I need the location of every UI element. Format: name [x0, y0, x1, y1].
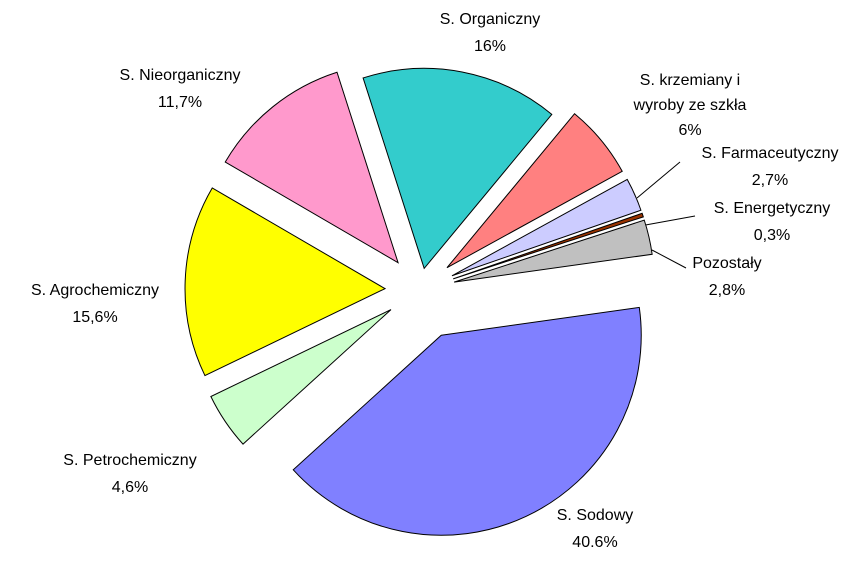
pie-slice	[362, 67, 553, 270]
pie-slice	[451, 178, 642, 277]
slice-name: S. Organiczny	[439, 11, 541, 28]
pie-slice	[210, 309, 392, 445]
slice-name: S. Petrochemiczny	[63, 452, 197, 469]
slice-value: 0,3%	[753, 227, 791, 244]
slice-value: 4,6%	[111, 479, 149, 496]
slice-label: S. Energetyczny 0,3%	[714, 195, 831, 249]
slice-value: 6%	[678, 122, 702, 139]
slice-name: S. Nieorganiczny	[119, 67, 241, 84]
slice-value: 15,6%	[72, 309, 118, 326]
slice-label: S. Agrochemiczny 15,6%	[31, 277, 159, 331]
slice-name: S. Agrochemiczny	[30, 282, 160, 299]
slice-label: S. Farmaceutyczny 2,7%	[702, 140, 839, 194]
pie-slice	[224, 71, 399, 264]
leader-line	[639, 215, 696, 227]
slice-value: 16%	[473, 38, 507, 55]
slice-value: 2,7%	[751, 172, 789, 189]
slice-name: S. krzemiany i wyroby ze szkła	[633, 72, 747, 114]
leader-line	[636, 161, 681, 199]
slice-label: S. krzemiany i wyroby ze szkła 6%	[620, 68, 760, 143]
slice-name: S. Farmaceutyczny	[701, 145, 839, 162]
slice-label: S. Nieorganiczny 11,7%	[120, 62, 241, 116]
slice-value: 2,8%	[708, 282, 746, 299]
pie-slice	[453, 212, 644, 280]
pie-slice	[453, 219, 653, 283]
slice-name: Pozostały	[692, 255, 762, 272]
slice-label: S. Sodowy 40.6%	[557, 502, 633, 556]
pie-slice	[184, 187, 387, 377]
leader-line	[651, 249, 687, 269]
slice-label: S. Organiczny 16%	[440, 6, 540, 60]
pie-slice	[446, 112, 623, 269]
slice-value: 11,7%	[157, 94, 203, 111]
slice-value: 40.6%	[572, 534, 618, 551]
pie-slice	[292, 306, 642, 536]
slice-name: S. Energetyczny	[713, 200, 831, 217]
slice-name: S. Sodowy	[556, 507, 634, 524]
slice-label: Pozostały 2,8%	[692, 250, 761, 304]
slice-label: S. Petrochemiczny 4,6%	[63, 447, 196, 501]
